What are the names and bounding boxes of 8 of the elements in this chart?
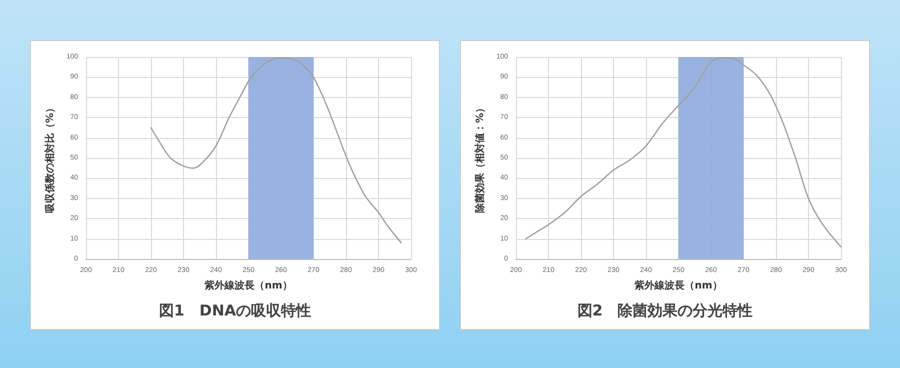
x-axis-title: 紫外線波長（nm） <box>204 280 292 292</box>
x-axis-title: 紫外線波長（nm） <box>634 280 722 292</box>
y-axis-title: 吸収係数の相対比（%） <box>44 102 56 214</box>
line-series <box>525 57 842 248</box>
text: 図2 除菌効果の分光特性 <box>577 302 753 320</box>
line-series <box>150 57 402 244</box>
y-axis-title: 除菌効果（相対値：%） <box>474 102 486 214</box>
text: 図1 DNAの吸収特性 <box>158 302 312 320</box>
